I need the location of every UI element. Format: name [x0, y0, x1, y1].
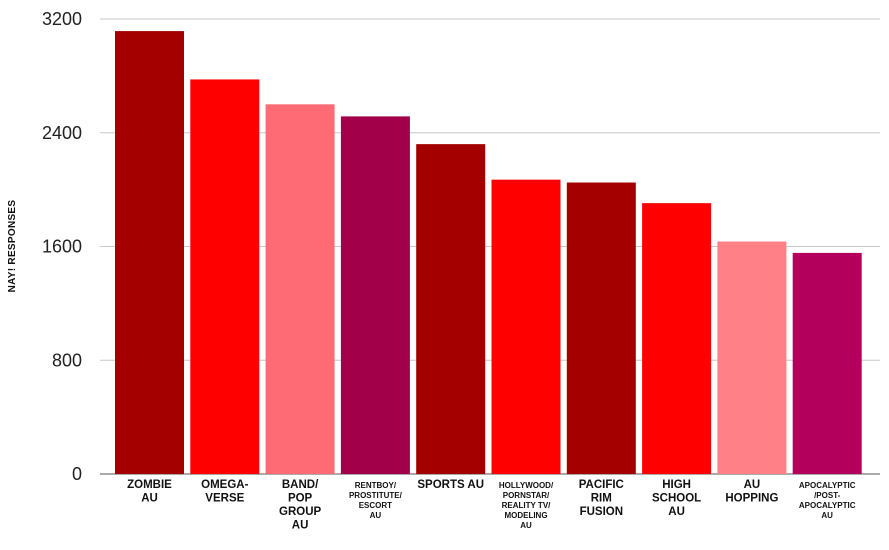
x-tick-label: PACIFIC RIM FUSION: [579, 479, 624, 518]
y-tick-label: 0: [72, 464, 82, 484]
x-tick-label: AU HOPPING: [725, 479, 778, 505]
bar: [792, 252, 862, 474]
y-axis-label: NAY! RESPONSES: [7, 200, 18, 293]
y-tick-label: 800: [52, 350, 82, 370]
x-tick-labels: ZOMBIE AU OMEGA-VERSE BAND/POP GROUP AU RENTBO…: [127, 479, 856, 532]
bar: [717, 241, 787, 474]
x-tick-label: SPORTS AU: [417, 479, 484, 491]
x-tick-label: HIGH SCHOOL AU: [652, 479, 701, 518]
bar: [115, 31, 184, 474]
bar: [491, 179, 561, 474]
x-tick-label: APOCALYPTIC/POST-APOCALYPTIC AU: [799, 481, 856, 520]
bar: [190, 79, 260, 474]
x-tick-label: OMEGA-VERSE: [201, 479, 248, 505]
x-tick-label: ZOMBIE AU: [127, 479, 172, 505]
y-tick-labels: 0 800 1600 2400 3200: [42, 9, 82, 484]
x-tick-label: HOLLYWOOD/PORNSTAR/REALITY TV/MODELING AU: [499, 481, 554, 530]
y-tick-label: 3200: [42, 9, 82, 29]
bar: [416, 144, 486, 474]
bar: [566, 182, 636, 474]
bars: [115, 31, 862, 474]
bar: [265, 104, 335, 474]
bar: [340, 116, 410, 474]
x-tick-label: BAND/POP GROUP AU: [279, 479, 322, 532]
bar: [642, 203, 712, 474]
x-tick-label: RENTBOY/PROSTITUTE/ESCORT AU: [349, 481, 403, 520]
y-tick-label: 1600: [42, 237, 82, 257]
y-tick-label: 2400: [42, 123, 82, 143]
